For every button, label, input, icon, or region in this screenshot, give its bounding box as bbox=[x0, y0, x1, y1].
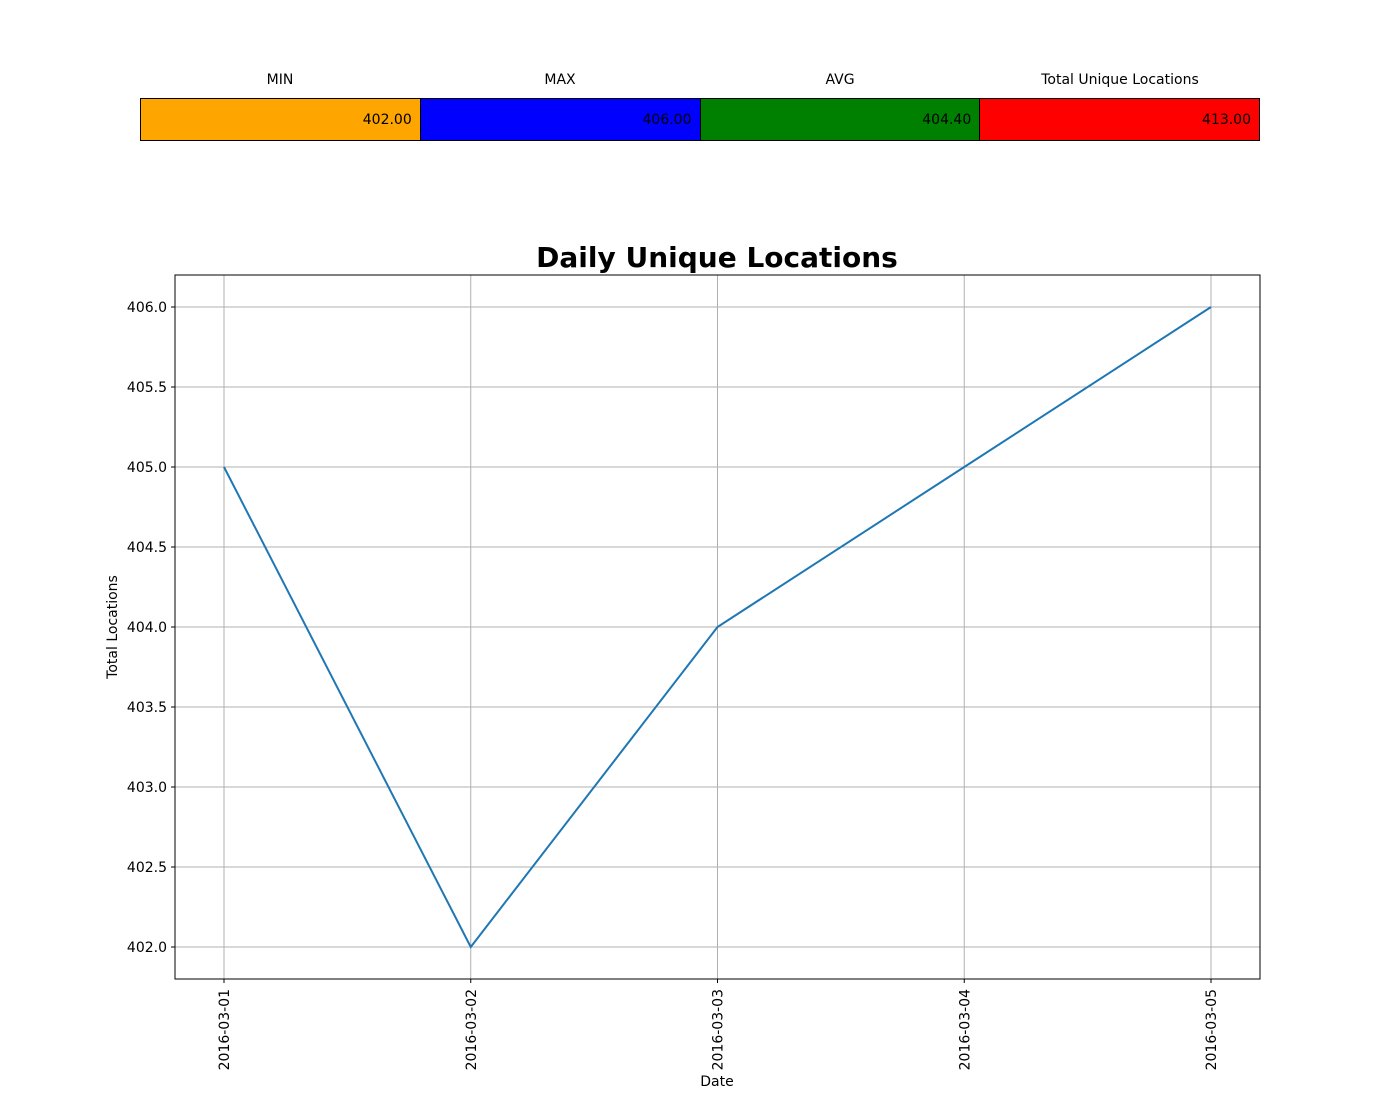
stats-value-row: 402.00 406.00 404.40 413.00 bbox=[140, 98, 1260, 141]
stat-header-total: Total Unique Locations bbox=[1041, 72, 1199, 88]
stat-value-avg: 404.40 bbox=[699, 98, 981, 141]
series-line bbox=[223, 306, 1212, 949]
y-tick-label: 403.5 bbox=[127, 700, 167, 716]
stats-table: MIN MAX AVG Total Unique Locations 402.0… bbox=[140, 66, 1260, 141]
y-tick-label: 403.0 bbox=[127, 780, 167, 796]
series-layer bbox=[223, 306, 1212, 949]
grid-lines bbox=[175, 275, 1260, 979]
y-tick-label: 402.5 bbox=[127, 860, 167, 876]
stat-value-max: 406.00 bbox=[419, 98, 701, 141]
chart-title: Daily Unique Locations bbox=[536, 241, 898, 274]
stats-header-row: MIN MAX AVG Total Unique Locations bbox=[140, 66, 1260, 98]
y-tick-label: 406.0 bbox=[127, 300, 167, 316]
stat-header-avg: AVG bbox=[825, 72, 855, 88]
x-tick-label: 2016-03-01 bbox=[217, 989, 233, 1070]
stat-header-min: MIN bbox=[266, 72, 294, 88]
y-tick-label: 404.5 bbox=[127, 540, 167, 556]
y-axis-label: Total Locations bbox=[105, 575, 121, 680]
tick-labels: 402.0 402.5 403.0 403.5 404.0 404.5 405.0 405.5… bbox=[127, 300, 1220, 1070]
x-tick-label: 2016-03-05 bbox=[1204, 989, 1220, 1070]
x-tick-label: 2016-03-03 bbox=[711, 989, 727, 1070]
stat-header-max: MAX bbox=[544, 72, 576, 88]
y-tick-label: 404.0 bbox=[127, 620, 167, 636]
y-tick-label: 405.5 bbox=[127, 380, 167, 396]
x-axis-label: Date bbox=[700, 1074, 733, 1090]
stat-value-min: 402.00 bbox=[140, 98, 421, 141]
y-tick-label: 405.0 bbox=[127, 460, 167, 476]
x-tick-label: 2016-03-04 bbox=[957, 989, 973, 1070]
y-tick-label: 402.0 bbox=[127, 940, 167, 956]
x-tick-label: 2016-03-02 bbox=[464, 989, 480, 1070]
stat-value-total: 413.00 bbox=[979, 98, 1260, 141]
tick-marks bbox=[171, 306, 1212, 983]
